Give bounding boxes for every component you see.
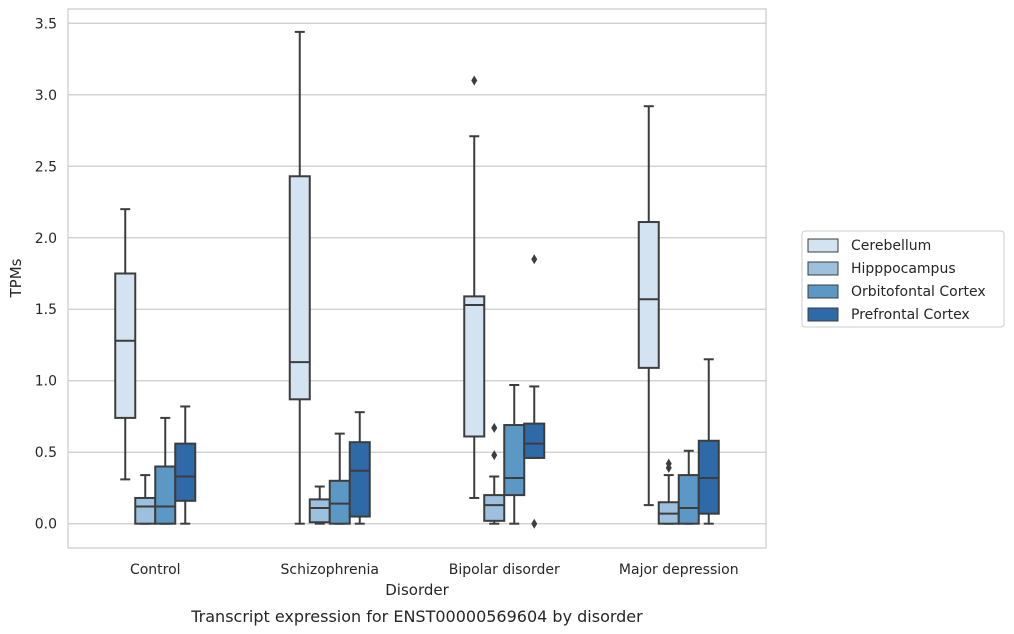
outlier-marker bbox=[471, 75, 478, 86]
box-prefrontal-cortex bbox=[697, 358, 720, 525]
legend: Cerebellum Hipppocampus Orbitofontal Corte… bbox=[801, 230, 1005, 328]
y-tick-label: 1.5 bbox=[35, 302, 57, 318]
legend-label: Hipppocampus bbox=[851, 261, 956, 277]
box-prefrontal-cortex bbox=[523, 254, 546, 529]
box-cerebellum bbox=[463, 75, 486, 499]
legend-label: Orbitofontal Cortex bbox=[851, 284, 986, 300]
box-hipppocampus bbox=[657, 458, 680, 525]
x-tick-label: Schizophrenia bbox=[281, 562, 379, 578]
box-hipppocampus bbox=[134, 474, 157, 525]
x-tick-label: Major depression bbox=[619, 562, 739, 578]
box-iqr bbox=[288, 175, 311, 401]
legend-swatch bbox=[807, 261, 839, 276]
outlier-marker bbox=[531, 518, 538, 529]
x-tick-label: Control bbox=[130, 562, 181, 578]
box-iqr bbox=[114, 272, 137, 419]
legend-swatch bbox=[807, 238, 839, 253]
y-tick-label: 2.0 bbox=[35, 231, 57, 247]
box-iqr bbox=[328, 479, 351, 525]
box-cerebellum bbox=[637, 105, 660, 507]
legend-label: Prefrontal Cortex bbox=[851, 307, 970, 323]
box-iqr bbox=[503, 424, 526, 497]
figure-caption: Transcript expression for ENST0000056960… bbox=[190, 607, 643, 626]
box-iqr bbox=[677, 474, 700, 525]
outlier-marker bbox=[665, 458, 672, 469]
legend-label: Cerebellum bbox=[851, 238, 931, 254]
box-iqr bbox=[463, 295, 486, 438]
box-series bbox=[114, 30, 720, 529]
box-cerebellum bbox=[114, 208, 137, 481]
box-orbitofontal-cortex bbox=[328, 432, 351, 525]
y-tick-label: 3.0 bbox=[35, 88, 57, 104]
box-iqr bbox=[308, 498, 331, 524]
legend-swatch bbox=[807, 307, 839, 322]
outlier-marker bbox=[531, 254, 538, 265]
box-iqr bbox=[523, 422, 546, 459]
outlier-marker bbox=[491, 450, 498, 461]
box-hipppocampus bbox=[483, 422, 506, 525]
y-tick-labels: 0.0 0.5 1.0 1.5 2.0 2.5 3.0 3.5 bbox=[35, 16, 57, 532]
box-iqr bbox=[134, 496, 157, 525]
box-prefrontal-cortex bbox=[174, 405, 197, 525]
box-iqr bbox=[483, 494, 506, 522]
box-prefrontal-cortex bbox=[348, 411, 371, 525]
x-tick-labels: Control Schizophrenia Bipolar disorder Majo… bbox=[130, 562, 739, 578]
box-orbitofontal-cortex bbox=[677, 449, 700, 525]
box-iqr bbox=[348, 441, 371, 518]
y-tick-label: 1.0 bbox=[35, 374, 57, 390]
box-orbitofontal-cortex bbox=[503, 384, 526, 525]
box-iqr bbox=[637, 221, 660, 369]
outlier-marker bbox=[491, 422, 498, 433]
y-axis-label: TPMs bbox=[7, 258, 25, 298]
box-cerebellum bbox=[288, 30, 311, 525]
box-iqr bbox=[174, 442, 197, 502]
y-tick-label: 0.5 bbox=[35, 445, 57, 461]
y-tick-label: 3.5 bbox=[35, 16, 57, 32]
legend-frame bbox=[801, 230, 1005, 328]
legend-entries: Cerebellum Hipppocampus Orbitofontal Corte… bbox=[807, 238, 986, 323]
legend-swatch bbox=[807, 284, 839, 299]
y-tick-label: 2.5 bbox=[35, 159, 57, 175]
x-axis-label: Disorder bbox=[385, 581, 449, 599]
x-tick-label: Bipolar disorder bbox=[449, 562, 560, 578]
box-iqr bbox=[154, 465, 177, 525]
y-tick-label: 0.0 bbox=[35, 517, 57, 533]
